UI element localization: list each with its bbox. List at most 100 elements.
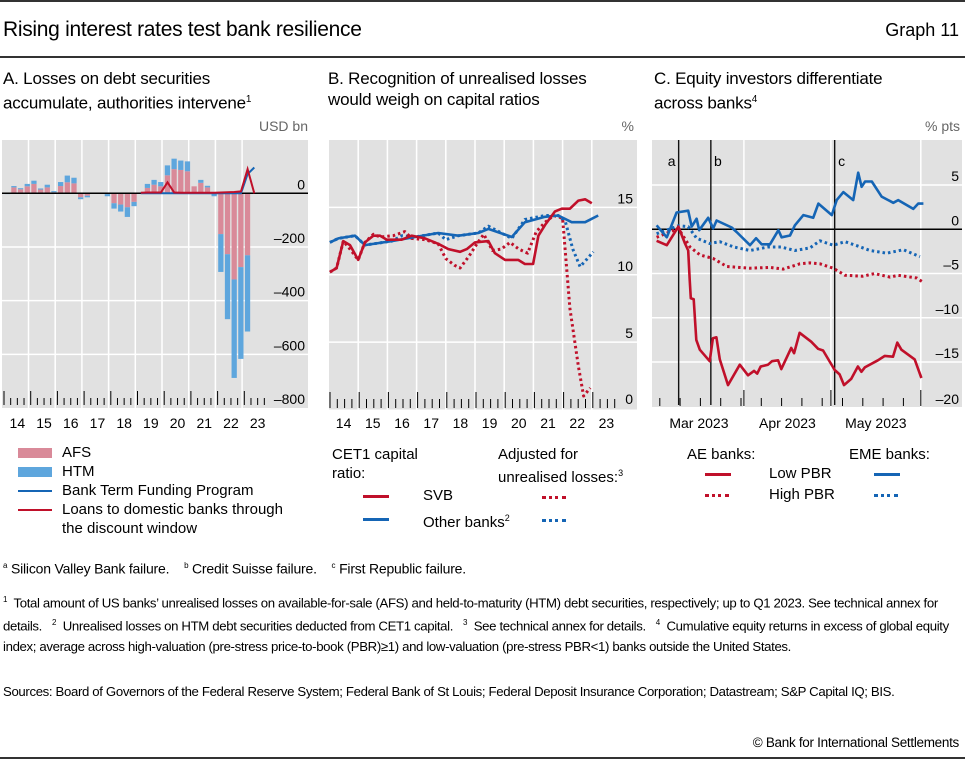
event-mark-c: c [331,561,336,570]
bar-htm [64,175,70,183]
legend-label-low-pbr: Low PBR [769,465,832,482]
line-discount-window [140,165,256,194]
legend-item-htm: HTM [18,462,283,481]
bar-afs [124,193,131,208]
bar-afs [17,189,24,194]
y-tick-label: 10 [617,258,633,274]
bar-afs [178,169,184,194]
x-tick-label: 23 [250,415,266,431]
ae-low-line-swatch [705,473,731,476]
eme-low-line-swatch [874,473,900,476]
y-tick-label: –5 [943,257,959,273]
x-tick-label: 16 [394,415,410,431]
btfp-line-swatch [18,489,52,492]
y-tick-label: –800 [274,391,305,407]
copyright: © Bank for International Settlements [752,735,960,750]
x-tick-label: 17 [423,415,439,431]
bar-htm [84,195,90,198]
x-tick-label: 20 [511,415,527,431]
bar-htm [144,183,151,188]
legend-label-high-pbr: High PBR [769,486,835,503]
bar-htm [238,267,244,359]
bar-htm [158,182,164,187]
legend-label: AFS [62,444,92,461]
event-label-a: a [668,153,676,169]
event-label-c: c [838,153,845,169]
panel-a-title: A. Losses on debt securities accumulate,… [3,68,251,114]
bar-afs [218,193,224,235]
legend-heading: unrealised losses: [498,469,619,486]
series-line-other-banks-adjusted-for-unrealised-losses [329,214,595,269]
bar-afs [11,187,17,194]
legend-label: Other banks [423,514,505,531]
legend-label: Bank Term Funding Program [62,482,254,499]
footnote-3: See technical annex for details. [473,618,646,634]
bar-afs [71,183,77,194]
x-tick-label: 16 [63,415,79,431]
footnote-ref: 4 [751,94,758,105]
bar-htm [151,179,157,185]
bar-htm [11,186,17,188]
bar-afs [31,183,37,194]
panel-a-unit: USD bn [258,118,308,134]
panel-c-unit: % pts [924,118,960,134]
bar-afs [118,193,124,205]
legend-item-afs: AFS [18,443,283,462]
series-line-eme-banks-low-pbr [655,171,924,247]
bar-htm [17,188,24,190]
bottom-rule [0,757,965,759]
ae-high-dotted-swatch [705,494,729,497]
bar-htm [178,160,184,170]
bar-htm [244,255,251,332]
panel-b-title: B. Recognition of unrealised losses woul… [328,68,587,110]
panel-b-unit: % [621,118,634,134]
y-tick-label: –20 [936,391,960,407]
x-tick-label: 14 [10,415,26,431]
top-rule [0,0,965,2]
y-tick-label: –15 [936,345,960,361]
panel-b-title-line1: B. Recognition of unrealised losses [328,69,587,88]
graph-number: Graph 11 [885,20,959,40]
series-line-other-banks [329,214,599,247]
discount-window-line-swatch [18,508,52,511]
event-mark-a: a [3,561,8,570]
y-tick-label: –10 [936,301,960,317]
bar-afs [158,186,164,194]
x-tick-label: Apr 2023 [759,415,816,431]
bar-htm [37,188,44,190]
y-tick-label: 15 [617,190,633,206]
legend-item-discount-window-cont: the discount window [18,519,283,538]
x-tick-label: 21 [196,415,212,431]
bar-htm [24,183,30,187]
panel-b-title-line2: would weigh on capital ratios [328,90,540,109]
bar-afs [37,189,44,194]
bar-htm [44,184,50,188]
legend-label-other-banks: Other banks2 [423,509,510,532]
bar-afs [78,193,84,198]
bar-afs [191,186,197,194]
y-tick-label: –600 [274,337,305,353]
bar-htm [224,254,231,320]
bar-htm [104,194,110,197]
legend-label: HTM [62,463,95,480]
bar-htm [131,201,137,207]
bar-htm [184,161,191,172]
bar-htm [171,158,177,170]
bar-htm [51,191,57,193]
event-note-b: Credit Suisse failure. [192,560,317,577]
bar-afs [171,169,177,194]
other-banks-line-swatch [363,518,389,521]
bar-htm [78,197,84,200]
bar-afs [224,193,231,255]
bar-htm [198,179,204,183]
bar-afs [164,175,171,194]
bar-afs [144,187,151,194]
footnote-mark-3: 3 [462,618,468,628]
x-tick-label: May 2023 [845,415,907,431]
y-tick-label: 5 [951,168,959,184]
legend-heading: Adjusted for [498,446,579,463]
bar-afs [58,186,64,194]
htm-swatch [18,466,52,477]
bar-htm [231,279,237,378]
bar-afs [204,187,211,194]
